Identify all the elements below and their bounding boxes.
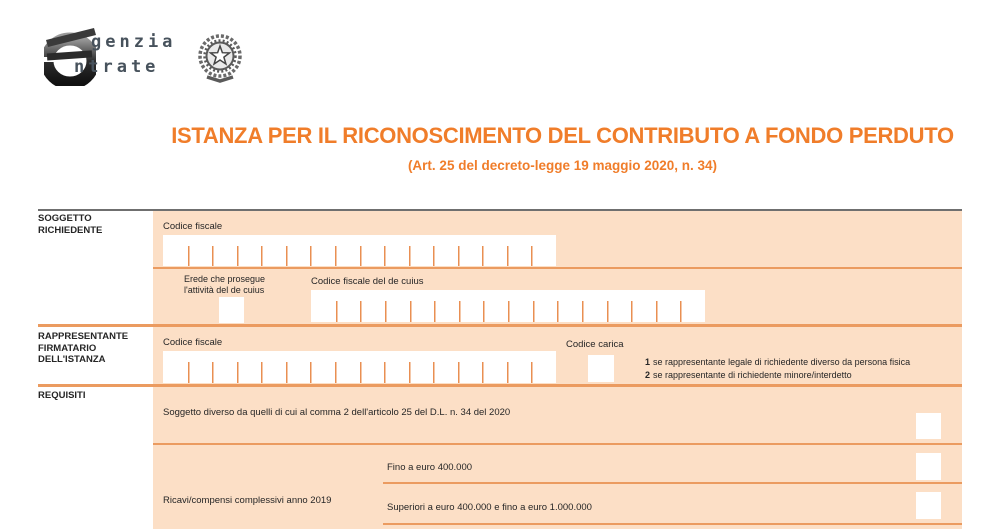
codice-fiscale-comb-field[interactable] [163, 235, 556, 266]
section-requisiti-label: REQUISITI [38, 390, 86, 401]
comb-cell[interactable] [482, 235, 507, 266]
row-divider [383, 523, 962, 525]
comb-cell[interactable] [458, 290, 484, 322]
comb-cell[interactable] [334, 351, 360, 383]
comb-cell[interactable] [557, 290, 582, 322]
comb-cell[interactable] [163, 235, 188, 266]
soggetto-diverso-checkbox[interactable] [916, 413, 941, 439]
codice-fiscale-label: Codice fiscale [163, 221, 223, 232]
ricavi-fino-400k-checkbox[interactable] [916, 453, 941, 480]
comb-cell[interactable] [434, 290, 459, 322]
comb-cell[interactable] [236, 351, 262, 383]
row-divider [153, 267, 962, 269]
comb-cell[interactable] [457, 235, 483, 266]
ricavi-opzione2-label: Superiori a euro 400.000 e fino a euro 1… [387, 502, 592, 513]
comb-cell[interactable] [163, 351, 188, 383]
comb-cell[interactable] [285, 351, 311, 383]
form-title: ISTANZA PER IL RICONOSCIMENTO DEL CONTRI… [171, 123, 954, 148]
section-divider [38, 324, 962, 327]
comb-cell[interactable] [187, 235, 213, 266]
comb-cell[interactable] [531, 351, 556, 383]
comb-cell[interactable] [212, 235, 237, 266]
comb-cell[interactable] [261, 351, 286, 383]
section-soggetto-richiedente-label: SOGGETTO RICHIEDENTE [38, 213, 103, 236]
comb-cell[interactable] [506, 235, 532, 266]
comb-cell[interactable] [310, 351, 335, 383]
rappresentante-codice-fiscale-label: Codice fiscale [163, 337, 223, 348]
legend-item-1: 1 se rappresentante legale di richiedente… [645, 357, 911, 367]
codice-carica-label: Codice carica [566, 339, 624, 350]
requisito-soggetto-diverso-label: Soggetto diverso da quelli di cui al com… [163, 407, 511, 418]
comb-cell[interactable] [631, 290, 656, 322]
codice-fiscale-de-cuius-comb-field[interactable] [311, 290, 705, 322]
comb-cell[interactable] [606, 290, 632, 322]
comb-cell[interactable] [384, 290, 410, 322]
comb-cell[interactable] [311, 290, 336, 322]
comb-cell[interactable] [384, 351, 409, 383]
comb-cell[interactable] [581, 290, 607, 322]
comb-cell[interactable] [408, 351, 434, 383]
legend-item-2: 2 se rappresentante di richiedente minore… [645, 370, 852, 380]
comb-cell[interactable] [532, 290, 558, 322]
comb-cell[interactable] [531, 235, 556, 266]
rappresentante-codice-fiscale-comb-field[interactable] [163, 351, 556, 383]
comb-cell[interactable] [408, 235, 434, 266]
comb-cell[interactable] [334, 235, 360, 266]
ricavi-compensi-label: Ricavi/compensi complessivi anno 2019 [163, 495, 332, 506]
comb-cell[interactable] [212, 351, 237, 383]
comb-cell[interactable] [457, 351, 483, 383]
comb-cell[interactable] [335, 290, 361, 322]
agenzia-entrate-logo: genzia ntrate [44, 24, 254, 92]
comb-cell[interactable] [384, 235, 409, 266]
ricavi-superiori-400k-checkbox[interactable] [916, 492, 941, 519]
logo-word-entrate: ntrate [74, 57, 160, 77]
comb-cell[interactable] [187, 351, 213, 383]
row-divider [153, 443, 962, 445]
comb-cell[interactable] [655, 290, 681, 322]
comb-cell[interactable] [482, 351, 507, 383]
comb-cell[interactable] [433, 235, 458, 266]
erede-label: Erede che prosegue l'attività del de cui… [184, 274, 266, 295]
comb-cell[interactable] [359, 351, 385, 383]
comb-cell[interactable] [483, 290, 508, 322]
logo-word-agenzia: genzia [91, 32, 177, 52]
comb-cell[interactable] [261, 235, 286, 266]
agenzia-entrate-e-icon [44, 28, 96, 86]
comb-cell[interactable] [359, 235, 385, 266]
italy-emblem-icon [198, 34, 242, 83]
ricavi-opzione1-label: Fino a euro 400.000 [387, 462, 473, 473]
erede-checkbox[interactable] [219, 297, 244, 323]
comb-cell[interactable] [508, 290, 533, 322]
comb-cell[interactable] [433, 351, 458, 383]
codice-fiscale-de-cuius-label: Codice fiscale del de cuius [311, 276, 424, 287]
comb-cell[interactable] [506, 351, 532, 383]
comb-cell[interactable] [310, 235, 335, 266]
section-rappresentante-label: RAPPRESENTANTE FIRMATARIO DELL'ISTANZA [38, 331, 129, 365]
codice-carica-field[interactable] [588, 355, 614, 382]
comb-cell[interactable] [236, 235, 262, 266]
section-divider [38, 384, 962, 387]
form-subtitle: (Art. 25 del decreto-legge 19 maggio 202… [407, 158, 718, 173]
form-top-rule [38, 209, 962, 211]
comb-cell[interactable] [360, 290, 385, 322]
row-divider [383, 482, 962, 484]
comb-cell[interactable] [680, 290, 705, 322]
comb-cell[interactable] [409, 290, 435, 322]
codice-carica-legend: 1 se rappresentante legale di richiedente… [645, 356, 910, 382]
comb-cell[interactable] [285, 235, 311, 266]
